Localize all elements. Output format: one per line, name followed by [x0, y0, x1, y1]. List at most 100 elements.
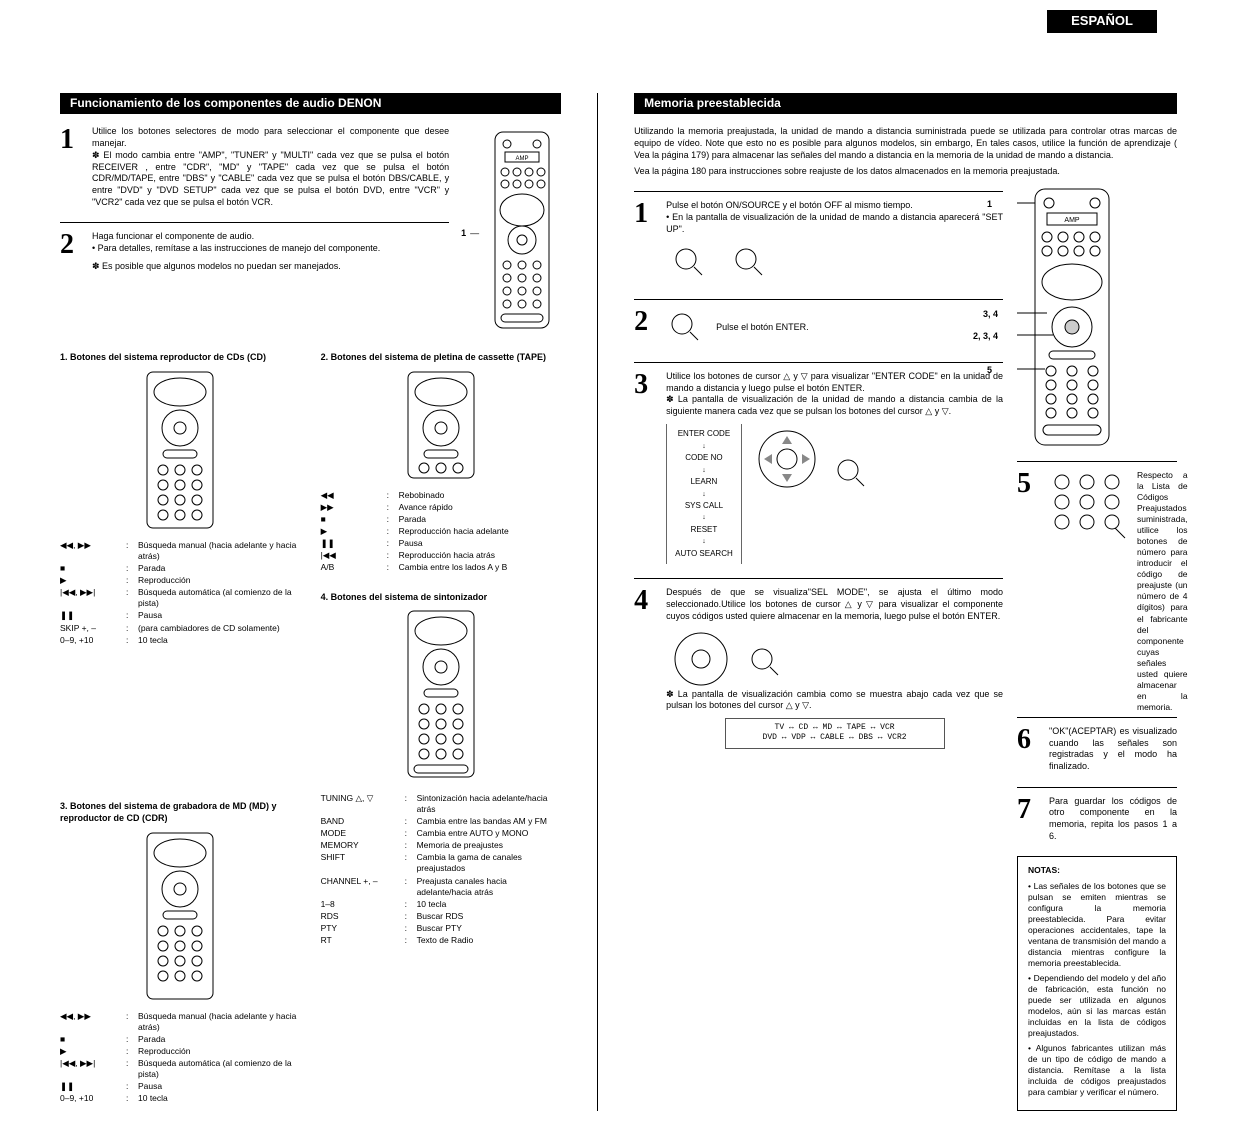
button-desc: Pausa — [138, 1081, 301, 1092]
button-desc: Cambia entre AUTO y MONO — [417, 828, 562, 839]
button-desc: Rebobinado — [399, 490, 562, 501]
remote-large-diagram: AMP — [1017, 187, 1127, 447]
keypad-diagram — [1047, 470, 1127, 540]
button-desc: Avance rápido — [399, 502, 562, 513]
step-number: 5 — [1017, 470, 1037, 498]
button-symbol: ❚❚ — [321, 538, 381, 549]
button-desc: Pausa — [399, 538, 562, 549]
button-desc: Texto de Radio — [417, 935, 562, 946]
step2-text: Haga funcionar el componente de audio. — [92, 231, 449, 243]
seq-label: SYS CALL — [675, 500, 733, 513]
step1-note: El modo cambia entre "AMP", "TUNER" y "M… — [92, 150, 449, 208]
button-symbol: SKIP +, – — [60, 623, 120, 634]
button-symbol: ■ — [60, 563, 120, 574]
button-symbol: ▶ — [321, 526, 381, 537]
button-symbol: |◀◀, ▶▶| — [60, 587, 120, 609]
button-desc: Pausa — [138, 610, 301, 621]
svg-text:AMP: AMP — [516, 156, 529, 162]
md-heading: 3. Botones del sistema de grabadora de M… — [60, 801, 301, 824]
button-desc: Parada — [399, 514, 562, 525]
hand-icon — [746, 629, 786, 689]
step-number: 1 — [634, 200, 656, 228]
step2-asterisk: Es posible que algunos modelos no puedan… — [92, 261, 449, 273]
button-symbol: TUNING △, ▽ — [321, 793, 399, 815]
button-desc: Parada — [138, 563, 301, 574]
hand-icon — [666, 308, 706, 348]
left-column: Funcionamiento de los componentes de aud… — [60, 93, 561, 1112]
button-symbol: ■ — [321, 514, 381, 525]
button-symbol: ▶ — [60, 1046, 120, 1057]
button-symbol: A/B — [321, 562, 381, 573]
step-number: 2 — [60, 231, 82, 259]
seq-label: ENTER CODE — [675, 428, 733, 441]
button-desc: Memoria de preajustes — [417, 840, 562, 851]
tape-button-table: ◀◀:Rebobinado▶▶:Avance rápido■:Parada▶:R… — [321, 490, 562, 573]
r-step1-bullet: En la pantalla de visualización de la un… — [666, 212, 1003, 235]
button-symbol: 0–9, +10 — [60, 635, 120, 646]
note-item: Las señales de los botones que se pulsan… — [1028, 881, 1166, 969]
button-desc: Reproducción hacia atrás — [399, 550, 562, 561]
r-step4-ast: La pantalla de visualización cambia como… — [666, 689, 1003, 712]
button-desc: 10 tecla — [138, 635, 301, 646]
button-desc: Búsqueda automática (al comienzo de la p… — [138, 587, 301, 609]
seq-label: LEARN — [675, 476, 733, 489]
button-desc: Preajusta canales hacia adelante/hacia a… — [417, 876, 562, 898]
seq-label: RESET — [675, 524, 733, 537]
button-desc: Reproducción — [138, 575, 301, 586]
button-symbol: |◀◀, ▶▶| — [60, 1058, 120, 1080]
intro-text: Utilizando la memoria preajustada, la un… — [634, 126, 1177, 161]
svg-text:AMP: AMP — [1064, 217, 1080, 224]
r-step3-text: Utilice los botones de cursor △ y ▽ para… — [666, 371, 1003, 394]
notes-box: NOTAS: Las señales de los botones que se… — [1017, 856, 1177, 1111]
step-number: 2 — [634, 308, 656, 336]
cd-button-table: ◀◀, ▶▶:Búsqueda manual (hacia adelante y… — [60, 540, 301, 645]
hand-icon — [832, 424, 872, 494]
button-symbol: ■ — [60, 1034, 120, 1045]
note-item: Algunos fabricantes utilizan más de un t… — [1028, 1043, 1166, 1098]
cd-heading: 1. Botones del sistema reproductor de CD… — [60, 352, 301, 364]
seq-label: CODE NO — [675, 452, 733, 465]
r-step2-text: Pulse el botón ENTER. — [716, 322, 809, 334]
button-desc: Buscar RDS — [417, 911, 562, 922]
button-symbol: ◀◀ — [321, 490, 381, 501]
right-column: Memoria preestablecida Utilizando la mem… — [634, 93, 1177, 1112]
button-symbol: ▶ — [60, 575, 120, 586]
left-section-header: Funcionamiento de los componentes de aud… — [60, 93, 561, 115]
button-desc: Parada — [138, 1034, 301, 1045]
r-step6-text: "OK"(ACEPTAR) es visualizado cuando las … — [1049, 726, 1177, 773]
button-desc: Cambia entre los lados A y B — [399, 562, 562, 573]
tape-remote-diagram — [396, 370, 486, 480]
button-symbol: RDS — [321, 911, 399, 922]
intro-text-2: Vea la página 180 para instrucciones sob… — [634, 166, 1177, 178]
notes-title: NOTAS: — [1028, 865, 1166, 876]
button-symbol: MODE — [321, 828, 399, 839]
button-desc: Sintonización hacia adelante/hacia atrás — [417, 793, 562, 815]
step-number: 7 — [1017, 796, 1039, 824]
r-step7-text: Para guardar los códigos de otro compone… — [1049, 796, 1177, 843]
tuner-remote-diagram — [396, 609, 486, 779]
button-symbol: ❚❚ — [60, 1081, 120, 1092]
button-symbol: ◀◀, ▶▶ — [60, 540, 120, 562]
button-symbol: BAND — [321, 816, 399, 827]
language-tab: ESPAÑOL — [1047, 10, 1157, 33]
step3-sequence: ENTER CODE↓CODE NO↓LEARN↓SYS CALL↓RESET↓… — [666, 424, 742, 565]
seq-label: AUTO SEARCH — [675, 548, 733, 561]
button-desc: Búsqueda manual (hacia adelante y hacia … — [138, 540, 301, 562]
step4-sequence-box: TV ↔ CD ↔ MD ↔ TAPE ↔ VCR DVD ↔ VDP ↔ CA… — [725, 718, 945, 749]
r-step3-ast: La pantalla de visualización de la unida… — [666, 394, 1003, 417]
r-step5-text: Respecto a la Lista de Códigos Preajusta… — [1137, 470, 1188, 713]
button-desc: 10 tecla — [417, 899, 562, 910]
button-symbol: ▶▶ — [321, 502, 381, 513]
remote-diagram: AMP — [487, 130, 557, 330]
button-desc: Buscar PTY — [417, 923, 562, 934]
tape-heading: 2. Botones del sistema de pletina de cas… — [321, 352, 562, 364]
button-symbol: CHANNEL +, – — [321, 876, 399, 898]
callout-34: 3, 4 — [983, 309, 998, 321]
step2-bullet: Para detalles, remítase a las instruccio… — [92, 243, 449, 255]
button-symbol: MEMORY — [321, 840, 399, 851]
button-desc: (para cambiadores de CD solamente) — [138, 623, 301, 634]
button-symbol: |◀◀ — [321, 550, 381, 561]
button-symbol: 1–8 — [321, 899, 399, 910]
step-number: 4 — [634, 587, 656, 615]
r-step1-text: Pulse el botón ON/SOURCE y el botón OFF … — [666, 200, 1003, 212]
